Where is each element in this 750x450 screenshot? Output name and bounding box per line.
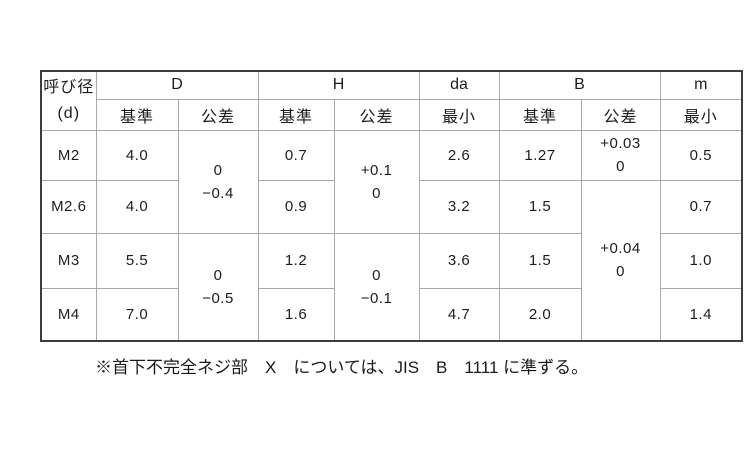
tolerance-upper: +0.03 [600, 135, 641, 152]
tolerance-upper: +0.1 [360, 161, 393, 179]
header-h-tolerance: 公差 [333, 98, 420, 131]
cell-m3-da-min: 3.6 [418, 232, 500, 289]
header-m-min: 最小 [659, 98, 743, 131]
cell-m26-da-min: 3.2 [418, 179, 500, 234]
cell-b-tolerance-m2: +0.03 0 [580, 129, 661, 181]
cell-m2-da-min: 2.6 [418, 129, 500, 181]
tolerance-upper: 0 [213, 161, 223, 179]
cell-m2-d-standard: 4.0 [95, 129, 179, 181]
table-row-m26: M2.6 4.0 0.9 3.2 1.5 +0.04 0 0.7 [40, 179, 743, 342]
cell-m2-h-standard: 0.7 [257, 129, 335, 181]
cell-b-tolerance-m26-m4: +0.04 0 [580, 179, 661, 342]
jis-footnote: ※首下不完全ネジ部 X については、JIS B 1111 に準ずる。 [95, 358, 589, 377]
cell-m4-da-min: 4.7 [418, 287, 500, 342]
cell-m4-m-min: 1.4 [659, 287, 743, 342]
tolerance-lower: 0 [616, 158, 625, 175]
cell-m4-b-standard: 2.0 [498, 287, 582, 342]
cell-m3-h-standard: 1.2 [257, 232, 335, 289]
header-group-B: B [498, 70, 661, 100]
cell-m26-b-standard: 1.5 [498, 179, 582, 234]
screw-spec-table: 呼び径 (d) D H da B m 基準 公差 基準 公差 最小 基準 公差 … [40, 70, 743, 342]
cell-m26-name: M2.6 [40, 179, 97, 234]
header-group-D: D [95, 70, 259, 100]
table-row-m4: M4 7.0 1.6 4.7 2.0 1.4 [40, 287, 743, 342]
header-d-tolerance: 公差 [177, 98, 259, 131]
header-nominal-line1: 呼び径 [43, 78, 95, 96]
tolerance-upper: +0.04 [600, 240, 641, 258]
cell-m4-h-standard: 1.6 [257, 287, 335, 342]
header-b-tolerance: 公差 [580, 98, 661, 131]
header-h-standard: 基準 [257, 98, 335, 131]
cell-m2-name: M2 [40, 129, 97, 181]
header-d-standard: 基準 [95, 98, 179, 131]
cell-h-tolerance-m2-m26: +0.1 0 [333, 129, 420, 234]
cell-m3-m-min: 1.0 [659, 232, 743, 289]
header-b-standard: 基準 [498, 98, 582, 131]
tolerance-upper: 0 [372, 266, 381, 284]
cell-m26-m-min: 0.7 [659, 179, 743, 234]
cell-m4-name: M4 [40, 287, 97, 342]
cell-d-tolerance-m3-m4: 0 −0.5 [177, 232, 259, 342]
cell-m2-m-min: 0.5 [659, 129, 743, 181]
tolerance-lower: −0.5 [202, 289, 234, 307]
header-group-da: da [418, 70, 500, 100]
header-nominal-diameter: 呼び径 (d) [40, 70, 97, 131]
cell-m4-d-standard: 7.0 [95, 287, 179, 342]
cell-m26-h-standard: 0.9 [257, 179, 335, 234]
tolerance-lower: 0 [372, 184, 381, 202]
header-group-H: H [257, 70, 420, 100]
tolerance-lower: −0.4 [202, 184, 234, 202]
table-row-m3: M3 5.5 0 −0.5 1.2 0 −0.1 3.6 1.5 1.0 [40, 232, 743, 342]
cell-h-tolerance-m3-m4: 0 −0.1 [333, 232, 420, 342]
cell-m3-d-standard: 5.5 [95, 232, 179, 289]
header-row-sub: 基準 公差 基準 公差 最小 基準 公差 最小 [41, 98, 743, 131]
table-row-m2: M2 4.0 0 −0.4 0.7 +0.1 0 2.6 1.27 +0.03 … [40, 129, 743, 234]
tolerance-lower: 0 [616, 263, 625, 281]
tolerance-upper: 0 [213, 266, 223, 284]
header-group-m: m [659, 70, 743, 100]
header-row-groups: 呼び径 (d) D H da B m [40, 70, 743, 131]
tolerance-lower: −0.1 [360, 289, 393, 307]
cell-m26-d-standard: 4.0 [95, 179, 179, 234]
header-nominal-line2: (d) [57, 104, 81, 122]
cell-m2-b-standard: 1.27 [498, 129, 582, 181]
header-da-min: 最小 [418, 98, 500, 131]
cell-m3-name: M3 [40, 232, 97, 289]
cell-m3-b-standard: 1.5 [498, 232, 582, 289]
cell-d-tolerance-m2-m26: 0 −0.4 [177, 129, 259, 234]
